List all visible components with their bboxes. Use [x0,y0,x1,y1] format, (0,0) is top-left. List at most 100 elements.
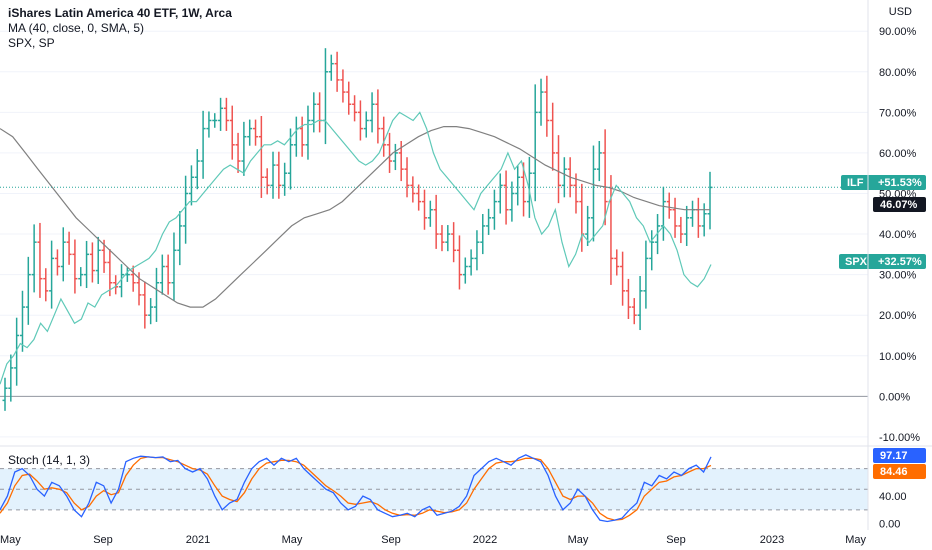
ohlc-bar [49,240,55,309]
ohlc-bar [462,257,468,284]
ilf-badge-label: ILF [847,177,864,189]
ohlc-bar [625,278,631,320]
ohlc-bar [37,222,43,298]
currency-unit[interactable]: USD [888,6,912,18]
ohlc-bar [89,242,95,283]
ohlc-bar [229,105,235,160]
ohlc-bar [95,236,101,284]
time-tick-label: 2022 [473,534,497,546]
stoch-k-line [0,454,712,523]
stoch-legend[interactable]: Stoch (14, 1, 3) [8,453,91,467]
ohlc-bar [183,175,189,244]
stoch-tick-label: 40.00 [879,491,907,503]
ohlc-bar [690,200,696,227]
ohlc-bar [486,208,492,235]
price-grid [0,30,868,438]
time-axis-ticks: May Sep 2021 May Sep 2022 May Sep 2023 May [0,534,866,546]
stoch-d-badge: 84.46 [873,464,926,479]
compare-legend[interactable]: SPX, SP [8,36,55,50]
ohlc-bar [701,203,707,237]
ilf-badge: ILF +51.53% [841,175,926,190]
ohlc-bar [340,69,346,103]
ohlc-bar [381,116,387,157]
ohlc-bar [159,254,165,295]
ohlc-bar [357,100,363,141]
ohlc-bar [328,54,334,81]
ohlc-bar [200,110,206,179]
ohlc-bar [375,89,381,144]
ohlc-bar [287,128,293,190]
ohlc-bar [521,162,527,217]
ohlc-bar [491,189,497,230]
ohlc-bar [60,227,66,282]
ma-legend[interactable]: MA (40, close, 0, SMA, 5) [8,21,145,35]
ohlc-bar [561,157,567,198]
ohlc-bar [532,84,538,202]
stoch-d-line [0,456,712,521]
price-tick-label: 20.00% [879,310,917,322]
stoch-tick-label: 0.00 [879,519,900,531]
ohlc-bar [334,51,340,92]
price-tick-label: 80.00% [879,67,917,79]
ohlc-bar [672,197,678,238]
ohlc-bar [43,268,49,302]
spx-badge: SPX +32.57% [839,254,926,269]
time-tick-label: May [845,534,866,546]
ohlc-bar [14,317,20,386]
ohlc-bar [25,256,31,325]
time-tick-label: 2023 [760,534,784,546]
ma-line [0,126,710,308]
ohlc-bar [276,151,282,199]
ohlc-bar [369,92,375,133]
stoch-band-lines [0,468,868,511]
ohlc-bar [573,173,579,214]
ohlc-bar [218,97,224,131]
ohlc-bar [223,97,229,131]
ohlc-bar [526,156,532,218]
ohlc-bar [509,181,515,222]
ilf-ohlc-bars [2,48,713,411]
ohlc-bar [253,119,259,146]
price-tick-label: 70.00% [879,107,917,119]
ohlc-bar [113,275,119,295]
ohlc-bar [346,81,352,115]
ohlc-bar [177,211,183,266]
price-tick-label: 10.00% [879,351,917,363]
ohlc-bar [590,145,596,242]
ohlc-bar [643,240,649,309]
ohlc-bar [270,151,276,199]
ohlc-bar [556,135,562,204]
ohlc-bar [363,111,369,138]
ohlc-bar [515,165,521,206]
ilf-badge-value: +51.53% [878,177,922,189]
ohlc-bar [707,171,713,230]
ohlc-bar [585,205,591,246]
stoch-axis-ticks: 0.00 40.00 [879,491,907,530]
ohlc-bar [8,354,14,402]
ohlc-bar [614,249,620,276]
symbol-title[interactable]: iShares Latin America 40 ETF, 1W, Arca [8,6,232,20]
ohlc-bar [142,281,148,329]
ohlc-bar [194,149,200,190]
ohlc-bar [678,216,684,244]
price-tick-label: -10.00% [879,432,920,444]
ohlc-bar [538,78,544,126]
ohlc-bar [404,157,410,198]
ohlc-bar [596,140,602,182]
ohlc-bar [107,249,113,297]
ohlc-bar [2,377,8,411]
price-tick-label: 40.00% [879,229,917,241]
time-tick-label: May [568,534,589,546]
ohlc-bar [66,231,72,265]
ohlc-bar [456,235,462,290]
ohlc-bar [258,116,264,198]
ohlc-bar [311,92,317,133]
spx-badge-label: SPX [845,256,868,268]
ohlc-bar [544,75,550,137]
ohlc-bar [695,197,701,238]
ohlc-bar [165,254,171,295]
ohlc-bar [392,143,398,171]
ohlc-bar [31,224,37,293]
ohlc-bar [322,48,328,145]
